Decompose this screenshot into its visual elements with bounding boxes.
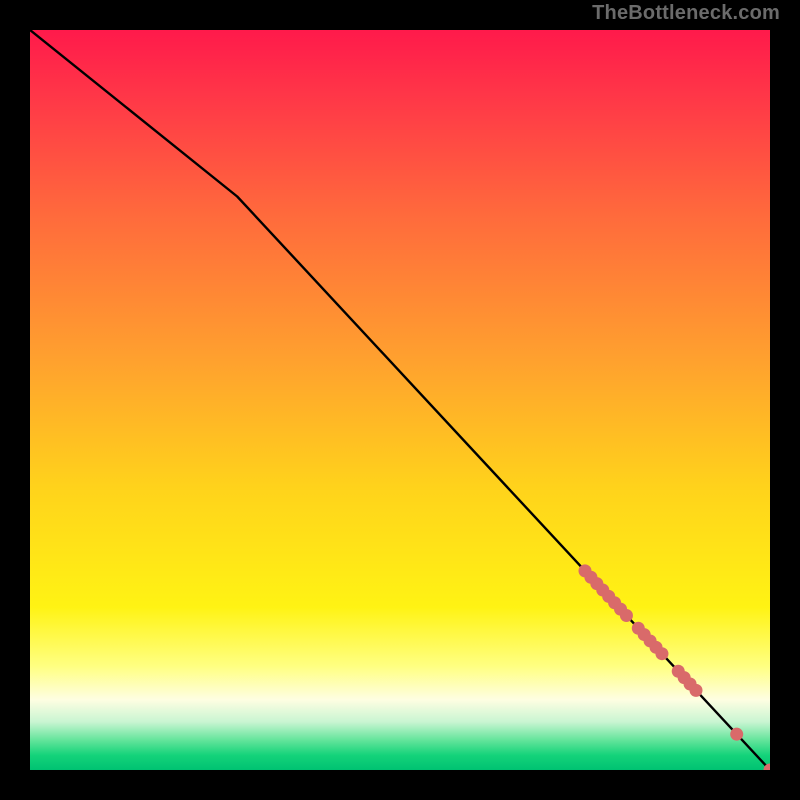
data-marker bbox=[730, 728, 743, 741]
watermark-text: TheBottleneck.com bbox=[592, 2, 780, 25]
data-marker bbox=[620, 609, 633, 622]
bottleneck-chart bbox=[30, 30, 770, 770]
data-marker bbox=[690, 684, 703, 697]
chart-container: { "meta": { "watermark": "TheBottleneck.… bbox=[0, 0, 800, 800]
data-marker bbox=[655, 647, 668, 660]
